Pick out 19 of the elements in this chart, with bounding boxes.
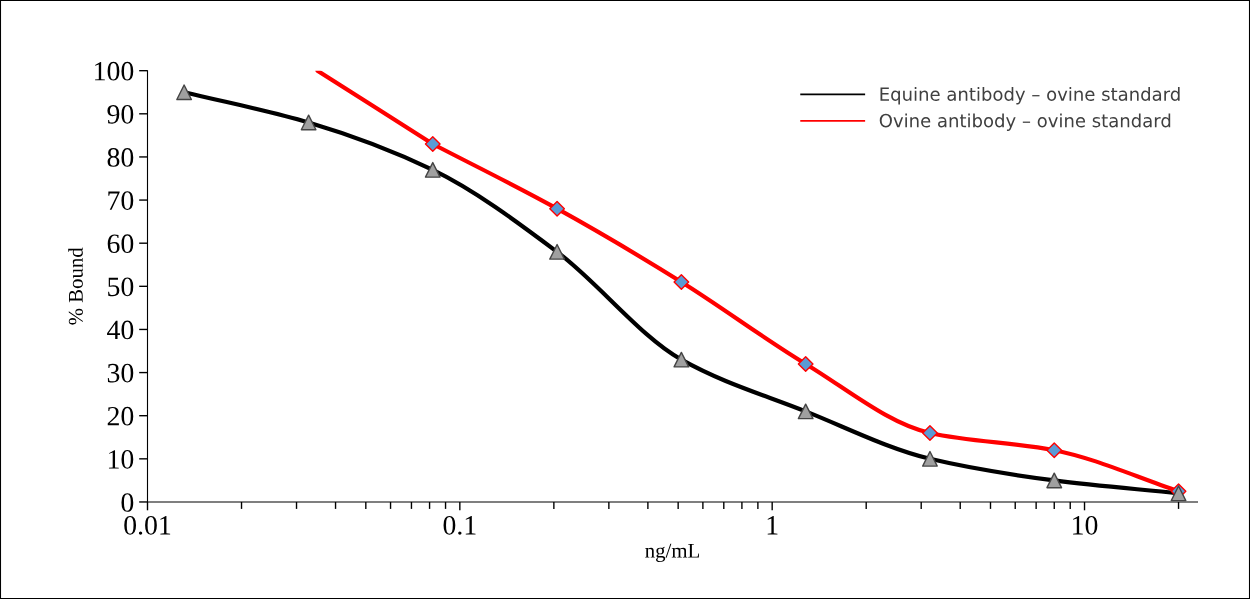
y-tick-label: 70 bbox=[108, 191, 134, 210]
y-axis-title: % Bound bbox=[68, 247, 83, 325]
legend-label: Equine antibody – ovine standard bbox=[880, 86, 1180, 105]
x-tick-label: 0.1 bbox=[443, 515, 476, 535]
y-tick-label: 20 bbox=[107, 406, 134, 426]
y-tick-label: 0 bbox=[121, 493, 134, 512]
x-tick-label: 10 bbox=[1073, 515, 1098, 535]
x-tick-label: 1 bbox=[767, 516, 778, 535]
y-tick-label: 30 bbox=[107, 363, 134, 383]
y-tick-label: 10 bbox=[108, 450, 134, 469]
y-tick-label: 90 bbox=[107, 104, 134, 124]
y-tick-label: 50 bbox=[108, 277, 134, 297]
x-axis-title: ng/mL bbox=[645, 543, 700, 563]
legend-label: Ovine antibody – ovine standard bbox=[879, 113, 1171, 131]
x-tick-label: 0.01 bbox=[124, 515, 171, 535]
y-tick-label: 40 bbox=[107, 320, 134, 340]
y-tick-label: 80 bbox=[107, 148, 134, 167]
y-tick-label: 100 bbox=[95, 61, 134, 81]
y-tick-label: 60 bbox=[107, 234, 134, 254]
